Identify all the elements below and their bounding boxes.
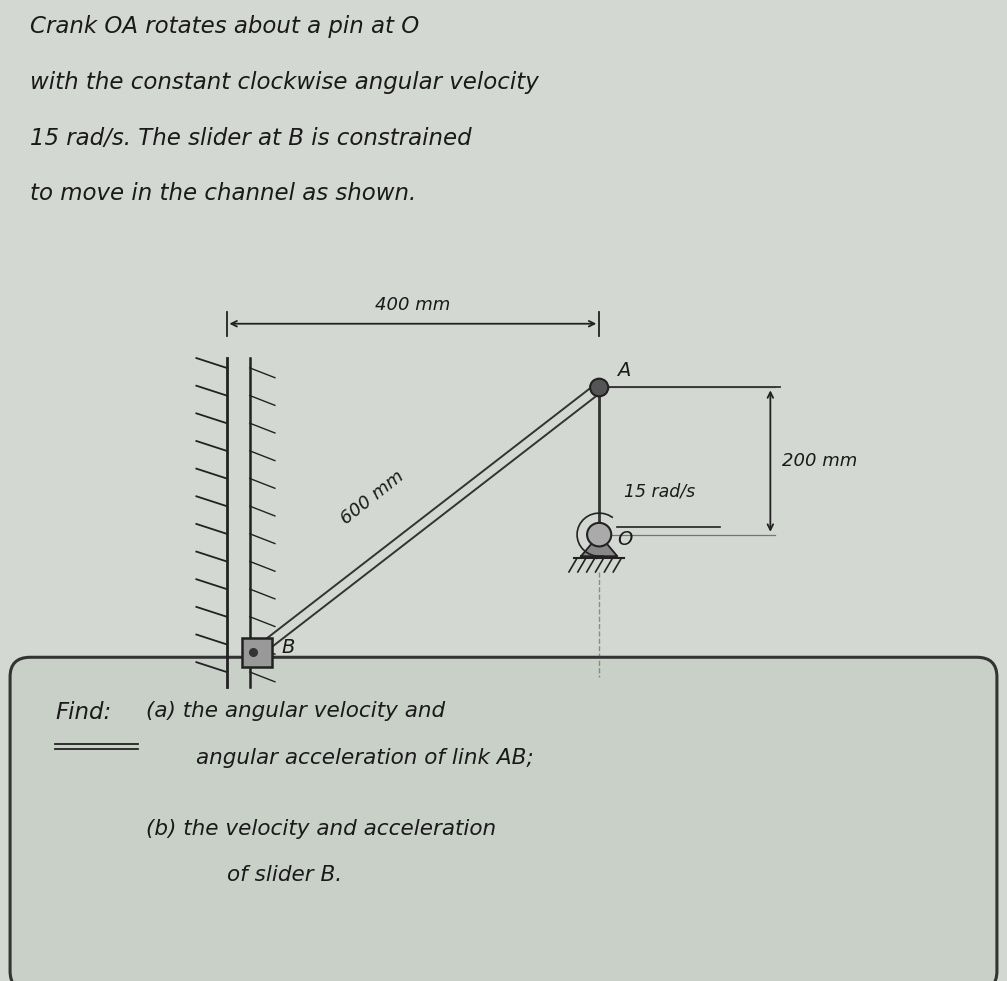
Text: 600 mm: 600 mm bbox=[337, 468, 407, 529]
Text: to move in the channel as shown.: to move in the channel as shown. bbox=[30, 182, 417, 205]
Text: A: A bbox=[617, 361, 630, 380]
Polygon shape bbox=[581, 535, 617, 556]
Circle shape bbox=[587, 523, 611, 546]
Text: of slider B.: of slider B. bbox=[227, 865, 341, 885]
Text: 15 rad/s: 15 rad/s bbox=[624, 483, 696, 500]
FancyBboxPatch shape bbox=[10, 657, 997, 981]
Text: with the constant clockwise angular velocity: with the constant clockwise angular velo… bbox=[30, 71, 539, 93]
Bar bbox=[242, 638, 272, 667]
Text: 200 mm: 200 mm bbox=[782, 452, 858, 470]
Text: Crank OA rotates about a pin at O: Crank OA rotates about a pin at O bbox=[30, 15, 420, 37]
Text: O: O bbox=[617, 530, 632, 549]
Text: 400 mm: 400 mm bbox=[376, 296, 450, 314]
Text: angular acceleration of link AB;: angular acceleration of link AB; bbox=[196, 748, 534, 767]
Text: Find:: Find: bbox=[55, 701, 112, 724]
Text: (b) the velocity and acceleration: (b) the velocity and acceleration bbox=[146, 819, 496, 839]
Text: (a) the angular velocity and: (a) the angular velocity and bbox=[146, 701, 445, 721]
Circle shape bbox=[590, 379, 608, 396]
Text: B: B bbox=[282, 638, 295, 657]
Text: 15 rad/s. The slider at B is constrained: 15 rad/s. The slider at B is constrained bbox=[30, 127, 472, 149]
